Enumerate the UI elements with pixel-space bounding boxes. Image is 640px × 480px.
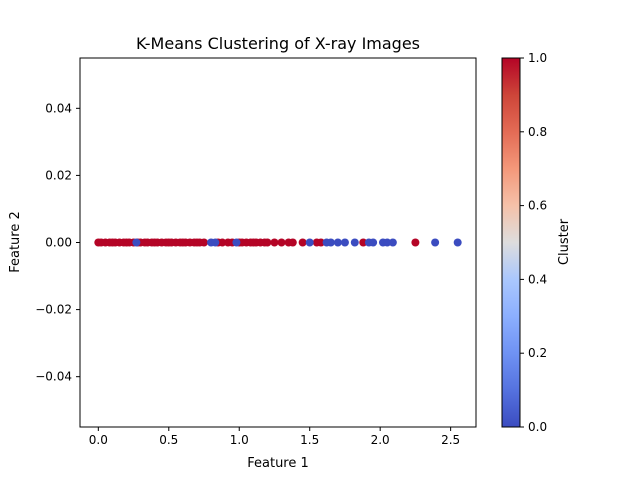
scatter-point-cluster-1 [288, 238, 297, 247]
scatter-point-cluster-0 [305, 238, 314, 247]
plot-area-frame [79, 57, 477, 428]
scatter-point-cluster-1 [316, 238, 325, 247]
scatter-point-cluster-1 [263, 238, 272, 247]
y-tick-label: −0.02 [35, 303, 72, 317]
scatter-point-cluster-0 [431, 238, 440, 247]
x-tick-label: 1.5 [300, 433, 319, 447]
scatter-point-cluster-0 [132, 238, 141, 247]
x-axis-ticks: 0.0 0.5 1.0 1.5 2.0 2.5 [89, 427, 460, 447]
scatter-point-cluster-1 [200, 238, 209, 247]
x-tick-label: 0.5 [159, 433, 178, 447]
scatter-point-cluster-0 [232, 238, 241, 247]
scatter-point-cluster-0 [333, 238, 342, 247]
chart-title: K-Means Clustering of X-ray Images [136, 34, 420, 53]
y-tick-label: −0.04 [35, 370, 72, 384]
scatter-point-cluster-0 [211, 238, 220, 247]
colorbar-label: Cluster [557, 218, 572, 265]
scatter-point-cluster-1 [298, 238, 307, 247]
y-axis-label: Feature 2 [8, 211, 23, 273]
scatter-point-cluster-1 [270, 238, 279, 247]
x-tick-label: 1.0 [230, 433, 249, 447]
x-axis-label: Feature 1 [247, 456, 309, 471]
y-axis-ticks: −0.04 −0.02 0.00 0.02 0.04 [35, 101, 80, 384]
scatter-point-cluster-1 [359, 238, 368, 247]
colorbar [501, 57, 521, 428]
colorbar-tick-label: 0.6 [528, 199, 547, 213]
scatter-point-cluster-1 [218, 238, 227, 247]
x-tick-label: 0.0 [89, 433, 108, 447]
colorbar-tick-label: 1.0 [528, 51, 547, 65]
scatter-point-cluster-0 [453, 238, 462, 247]
y-tick-label: 0.04 [45, 101, 72, 115]
scatter-point-cluster-0 [388, 238, 397, 247]
scatter-point-cluster-0 [350, 238, 359, 247]
x-tick-label: 2.5 [441, 433, 460, 447]
y-tick-label: 0.00 [45, 236, 72, 250]
colorbar-tick-label: 0.8 [528, 125, 547, 139]
colorbar-tick-label: 0.0 [528, 420, 547, 434]
scatter-point-cluster-0 [369, 238, 378, 247]
scatter-point-cluster-0 [340, 238, 349, 247]
scatter-point-cluster-1 [411, 238, 420, 247]
colorbar-ticks: 0.0 0.2 0.4 0.6 0.8 1.0 [520, 51, 547, 434]
scatter-points [94, 238, 462, 247]
scatter-point-cluster-0 [383, 238, 392, 247]
scatter-point-cluster-1 [277, 238, 286, 247]
colorbar-tick-label: 0.4 [528, 272, 547, 286]
scatter-point-cluster-0 [326, 238, 335, 247]
x-tick-label: 2.0 [371, 433, 390, 447]
colorbar-tick-label: 0.2 [528, 346, 547, 360]
y-tick-label: 0.02 [45, 168, 72, 182]
